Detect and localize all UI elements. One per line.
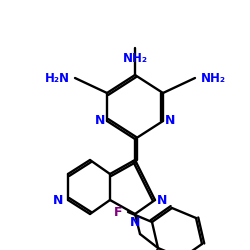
Text: N: N — [53, 194, 63, 206]
Text: N: N — [95, 114, 105, 128]
Text: NH₂: NH₂ — [122, 52, 148, 64]
Text: N: N — [157, 194, 167, 206]
Text: F: F — [114, 206, 122, 218]
Text: H₂N: H₂N — [44, 72, 70, 85]
Text: N: N — [130, 216, 140, 228]
Text: NH₂: NH₂ — [200, 72, 226, 85]
Text: N: N — [165, 114, 175, 128]
